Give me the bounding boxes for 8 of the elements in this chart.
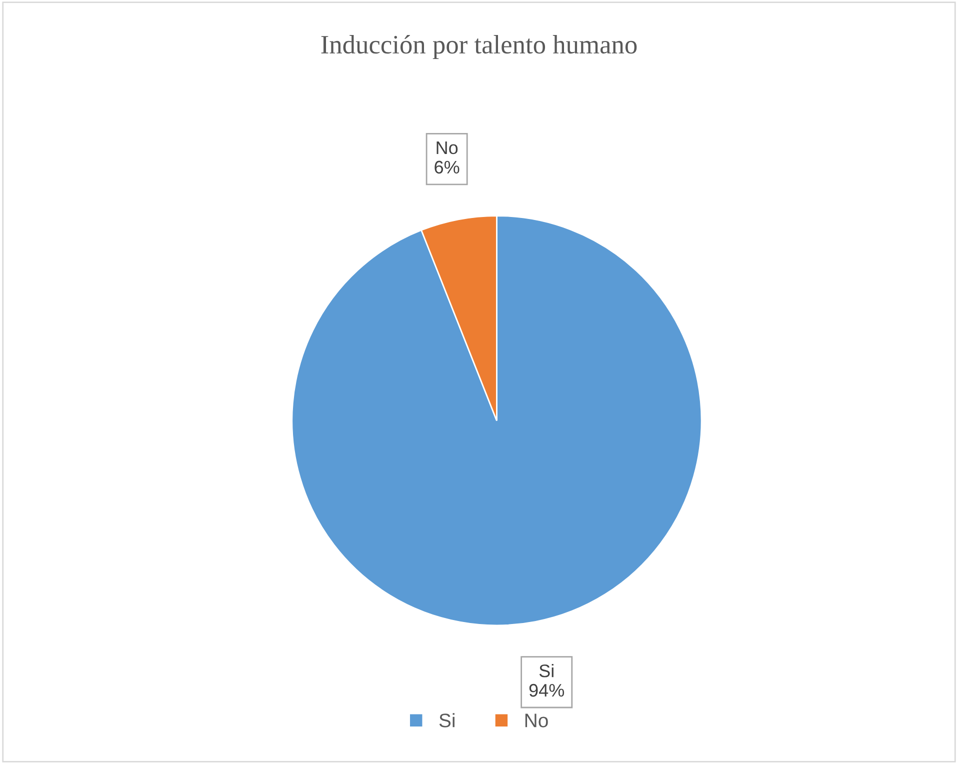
data-label: 6% (434, 160, 460, 174)
slice-label: Si (539, 664, 554, 678)
slice-label: No (436, 142, 458, 154)
legend-label: No (525, 714, 548, 728)
data-label: 94% (529, 684, 564, 697)
legend-label: Si (439, 713, 454, 728)
pie-slice (291, 215, 702, 626)
chart-title: Inducción por talento humano (321, 35, 637, 59)
